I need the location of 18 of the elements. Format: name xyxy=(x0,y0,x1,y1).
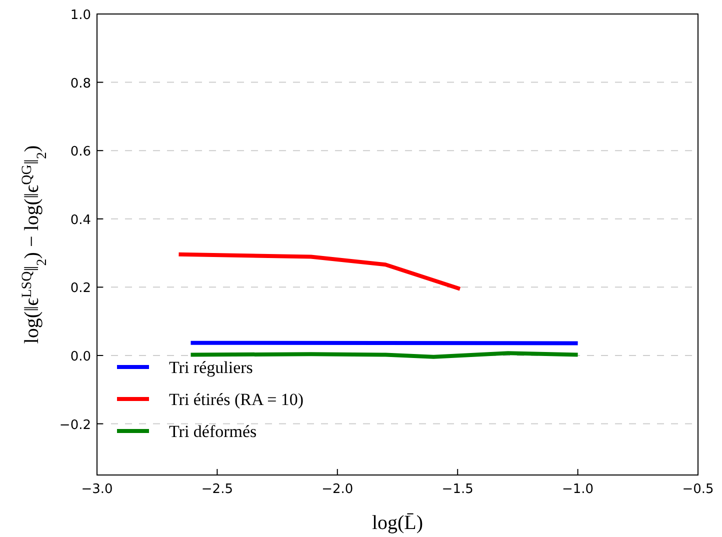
legend-label: Tri déformés xyxy=(169,422,257,441)
x-tick-label: −2.0 xyxy=(322,482,354,497)
y-tick-label: 0.2 xyxy=(70,281,91,296)
line-series xyxy=(176,252,462,291)
y-tick-label: 0.0 xyxy=(70,349,91,364)
y-tick-label: 0.8 xyxy=(70,76,91,92)
x-tick-label: −1.0 xyxy=(562,482,594,497)
x-tick-label: −1.5 xyxy=(442,482,474,497)
legend-label: Tri étirés (RA = 10) xyxy=(169,390,304,409)
y-tick-label: 0.4 xyxy=(70,212,91,228)
y-tick-label: 1.0 xyxy=(70,8,91,23)
y-tick-label: −0.2 xyxy=(59,418,91,433)
y-tick-label: 0.6 xyxy=(70,144,91,160)
x-tick-label: −0.5 xyxy=(682,482,714,497)
x-axis-title: log(L̄) xyxy=(372,512,424,534)
x-tick-label: −2.5 xyxy=(201,482,233,497)
legend-label: Tri réguliers xyxy=(169,358,253,377)
x-tick-label: −3.0 xyxy=(81,482,113,497)
